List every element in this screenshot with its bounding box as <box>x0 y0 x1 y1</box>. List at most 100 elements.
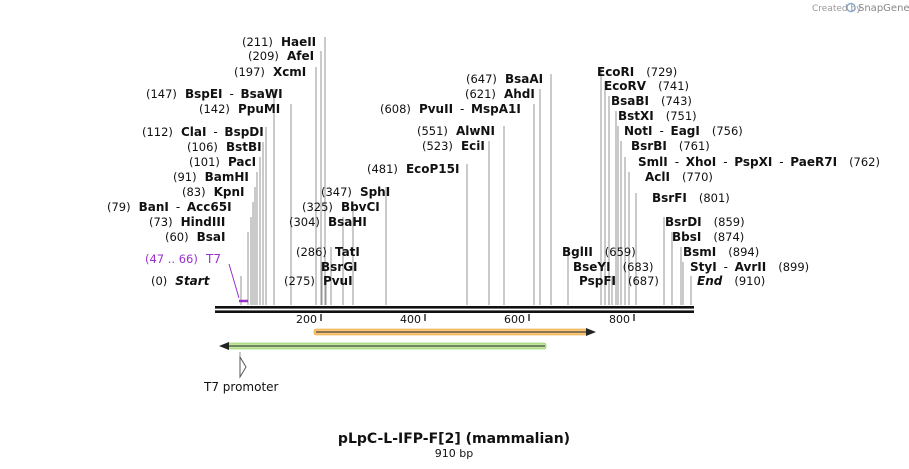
restriction-site-label[interactable]: PspFI <box>579 274 616 288</box>
restriction-site-label[interactable]: XcmI <box>273 65 306 79</box>
restriction-site-label[interactable]: KpnI <box>214 185 245 199</box>
site-position: (910) <box>734 274 765 288</box>
tick-label-200: 200 <box>296 313 317 326</box>
restriction-site-label[interactable]: SphI <box>360 185 390 199</box>
backbone-bottom-strand <box>215 310 694 313</box>
site-position: (647) <box>466 72 497 86</box>
restriction-site-label[interactable]: PvuI <box>323 274 353 288</box>
site-position: (608) <box>380 102 411 116</box>
restriction-site-label[interactable]: XhoI <box>686 155 717 169</box>
site-position: (197) <box>234 65 265 79</box>
site-position: (523) <box>422 139 453 153</box>
site-separator: - <box>213 125 217 139</box>
site-position: (304) <box>289 215 320 229</box>
restriction-site-label[interactable]: HindIII <box>181 215 226 229</box>
restriction-site-label[interactable]: AhdI <box>504 87 535 101</box>
restriction-site-label[interactable]: PvuII <box>419 102 453 116</box>
site-position: (621) <box>465 87 496 101</box>
restriction-site-label[interactable]: BsrBI <box>631 139 667 153</box>
restriction-site-label[interactable]: BstBI <box>226 140 262 154</box>
primer-range: (47 .. 66) <box>145 252 198 266</box>
primer-label[interactable]: T7 <box>205 252 221 266</box>
t7-promoter-feature[interactable] <box>239 352 247 379</box>
restriction-site-label[interactable]: BsaAI <box>505 72 543 86</box>
restriction-site-label[interactable]: PaeR7I <box>790 155 837 169</box>
site-position: (481) <box>367 162 398 176</box>
site-labels: (0) Start(60) BsaI(73) HindIII(79) BanI - Acc6… <box>107 35 880 288</box>
primer-leader-line <box>228 263 240 299</box>
restriction-site-label[interactable]: BbsI <box>672 230 701 244</box>
restriction-site-label[interactable]: EcoP15I <box>406 162 460 176</box>
site-position: (687) <box>628 274 659 288</box>
ruler: 200 400 600 800 <box>296 313 635 326</box>
restriction-site-label[interactable]: HaeII <box>281 35 316 49</box>
restriction-site-label[interactable]: PacI <box>228 155 256 169</box>
tick-label-600: 600 <box>504 313 525 326</box>
site-position: (899) <box>778 260 809 274</box>
restriction-site-label[interactable]: BsaHI <box>328 215 367 229</box>
restriction-site-label[interactable]: BsrDI <box>665 215 702 229</box>
site-position: (551) <box>417 124 448 138</box>
restriction-site-label[interactable]: BanI <box>139 200 169 214</box>
restriction-site-label[interactable]: EcoRI <box>597 65 634 79</box>
restriction-site-label[interactable]: PpuMI <box>238 102 280 116</box>
site-position: (743) <box>661 94 692 108</box>
orange-feature-arrow[interactable] <box>313 328 596 336</box>
restriction-site-label[interactable]: StyI <box>690 260 717 274</box>
restriction-site-label[interactable]: Start <box>175 274 210 288</box>
restriction-site-label[interactable]: NotI <box>624 124 653 138</box>
site-position: (859) <box>714 215 745 229</box>
restriction-site-label[interactable]: EcoRV <box>604 79 647 93</box>
restriction-site-label[interactable]: BsrFI <box>652 191 687 205</box>
site-separator: - <box>176 200 180 214</box>
restriction-site-label[interactable]: TatI <box>335 245 360 259</box>
restriction-site-label[interactable]: BsaI <box>197 230 226 244</box>
restriction-site-label[interactable]: AlwNI <box>456 124 495 138</box>
site-position: (142) <box>199 102 230 116</box>
restriction-site-label[interactable]: BstXI <box>618 109 654 123</box>
restriction-site-label[interactable]: BbvCI <box>341 200 380 214</box>
site-position: (73) <box>149 215 173 229</box>
site-position: (874) <box>713 230 744 244</box>
site-position: (751) <box>666 109 697 123</box>
promoter-arrow-icon <box>239 355 247 379</box>
restriction-site-label[interactable]: BsrGI <box>321 260 358 274</box>
site-position: (325) <box>302 200 333 214</box>
site-separator: - <box>660 124 664 138</box>
site-position: (79) <box>107 200 131 214</box>
restriction-site-label[interactable]: BamHI <box>205 170 249 184</box>
site-position: (106) <box>187 140 218 154</box>
restriction-site-label[interactable]: AvrII <box>735 260 767 274</box>
restriction-site-label[interactable]: BsaBI <box>611 94 649 108</box>
site-position: (286) <box>296 245 327 259</box>
restriction-site-label[interactable]: SmlI <box>638 155 668 169</box>
restriction-site-label[interactable]: EagI <box>671 124 700 138</box>
restriction-site-label[interactable]: Acc65I <box>187 200 232 214</box>
restriction-site-label[interactable]: End <box>697 274 723 288</box>
restriction-site-label[interactable]: BsaWI <box>240 87 282 101</box>
restriction-site-label[interactable]: PspXI <box>734 155 772 169</box>
restriction-site-label[interactable]: EciI <box>461 139 485 153</box>
site-position: (147) <box>146 87 177 101</box>
restriction-site-label[interactable]: BseYI <box>573 260 611 274</box>
restriction-site-label[interactable]: ClaI <box>181 125 206 139</box>
t7-promoter-label: T7 promoter <box>203 380 279 394</box>
site-position: (91) <box>173 170 197 184</box>
restriction-site-label[interactable]: BglII <box>562 245 593 259</box>
site-position: (275) <box>284 274 315 288</box>
restriction-site-label[interactable]: AclI <box>645 170 670 184</box>
site-position: (894) <box>728 245 759 259</box>
restriction-site-label[interactable]: BspDI <box>224 125 263 139</box>
site-position: (209) <box>248 49 279 63</box>
restriction-site-label[interactable]: BspEI <box>185 87 223 101</box>
site-position: (659) <box>605 245 636 259</box>
restriction-site-label[interactable]: BsmI <box>683 245 716 259</box>
site-lines <box>240 37 692 305</box>
restriction-site-label[interactable]: MspA1I <box>471 102 521 116</box>
restriction-site-label[interactable]: AfeI <box>287 49 314 63</box>
tick-label-400: 400 <box>400 313 421 326</box>
site-position: (761) <box>679 139 710 153</box>
site-position: (683) <box>623 260 654 274</box>
green-feature-arrow[interactable] <box>219 342 547 350</box>
